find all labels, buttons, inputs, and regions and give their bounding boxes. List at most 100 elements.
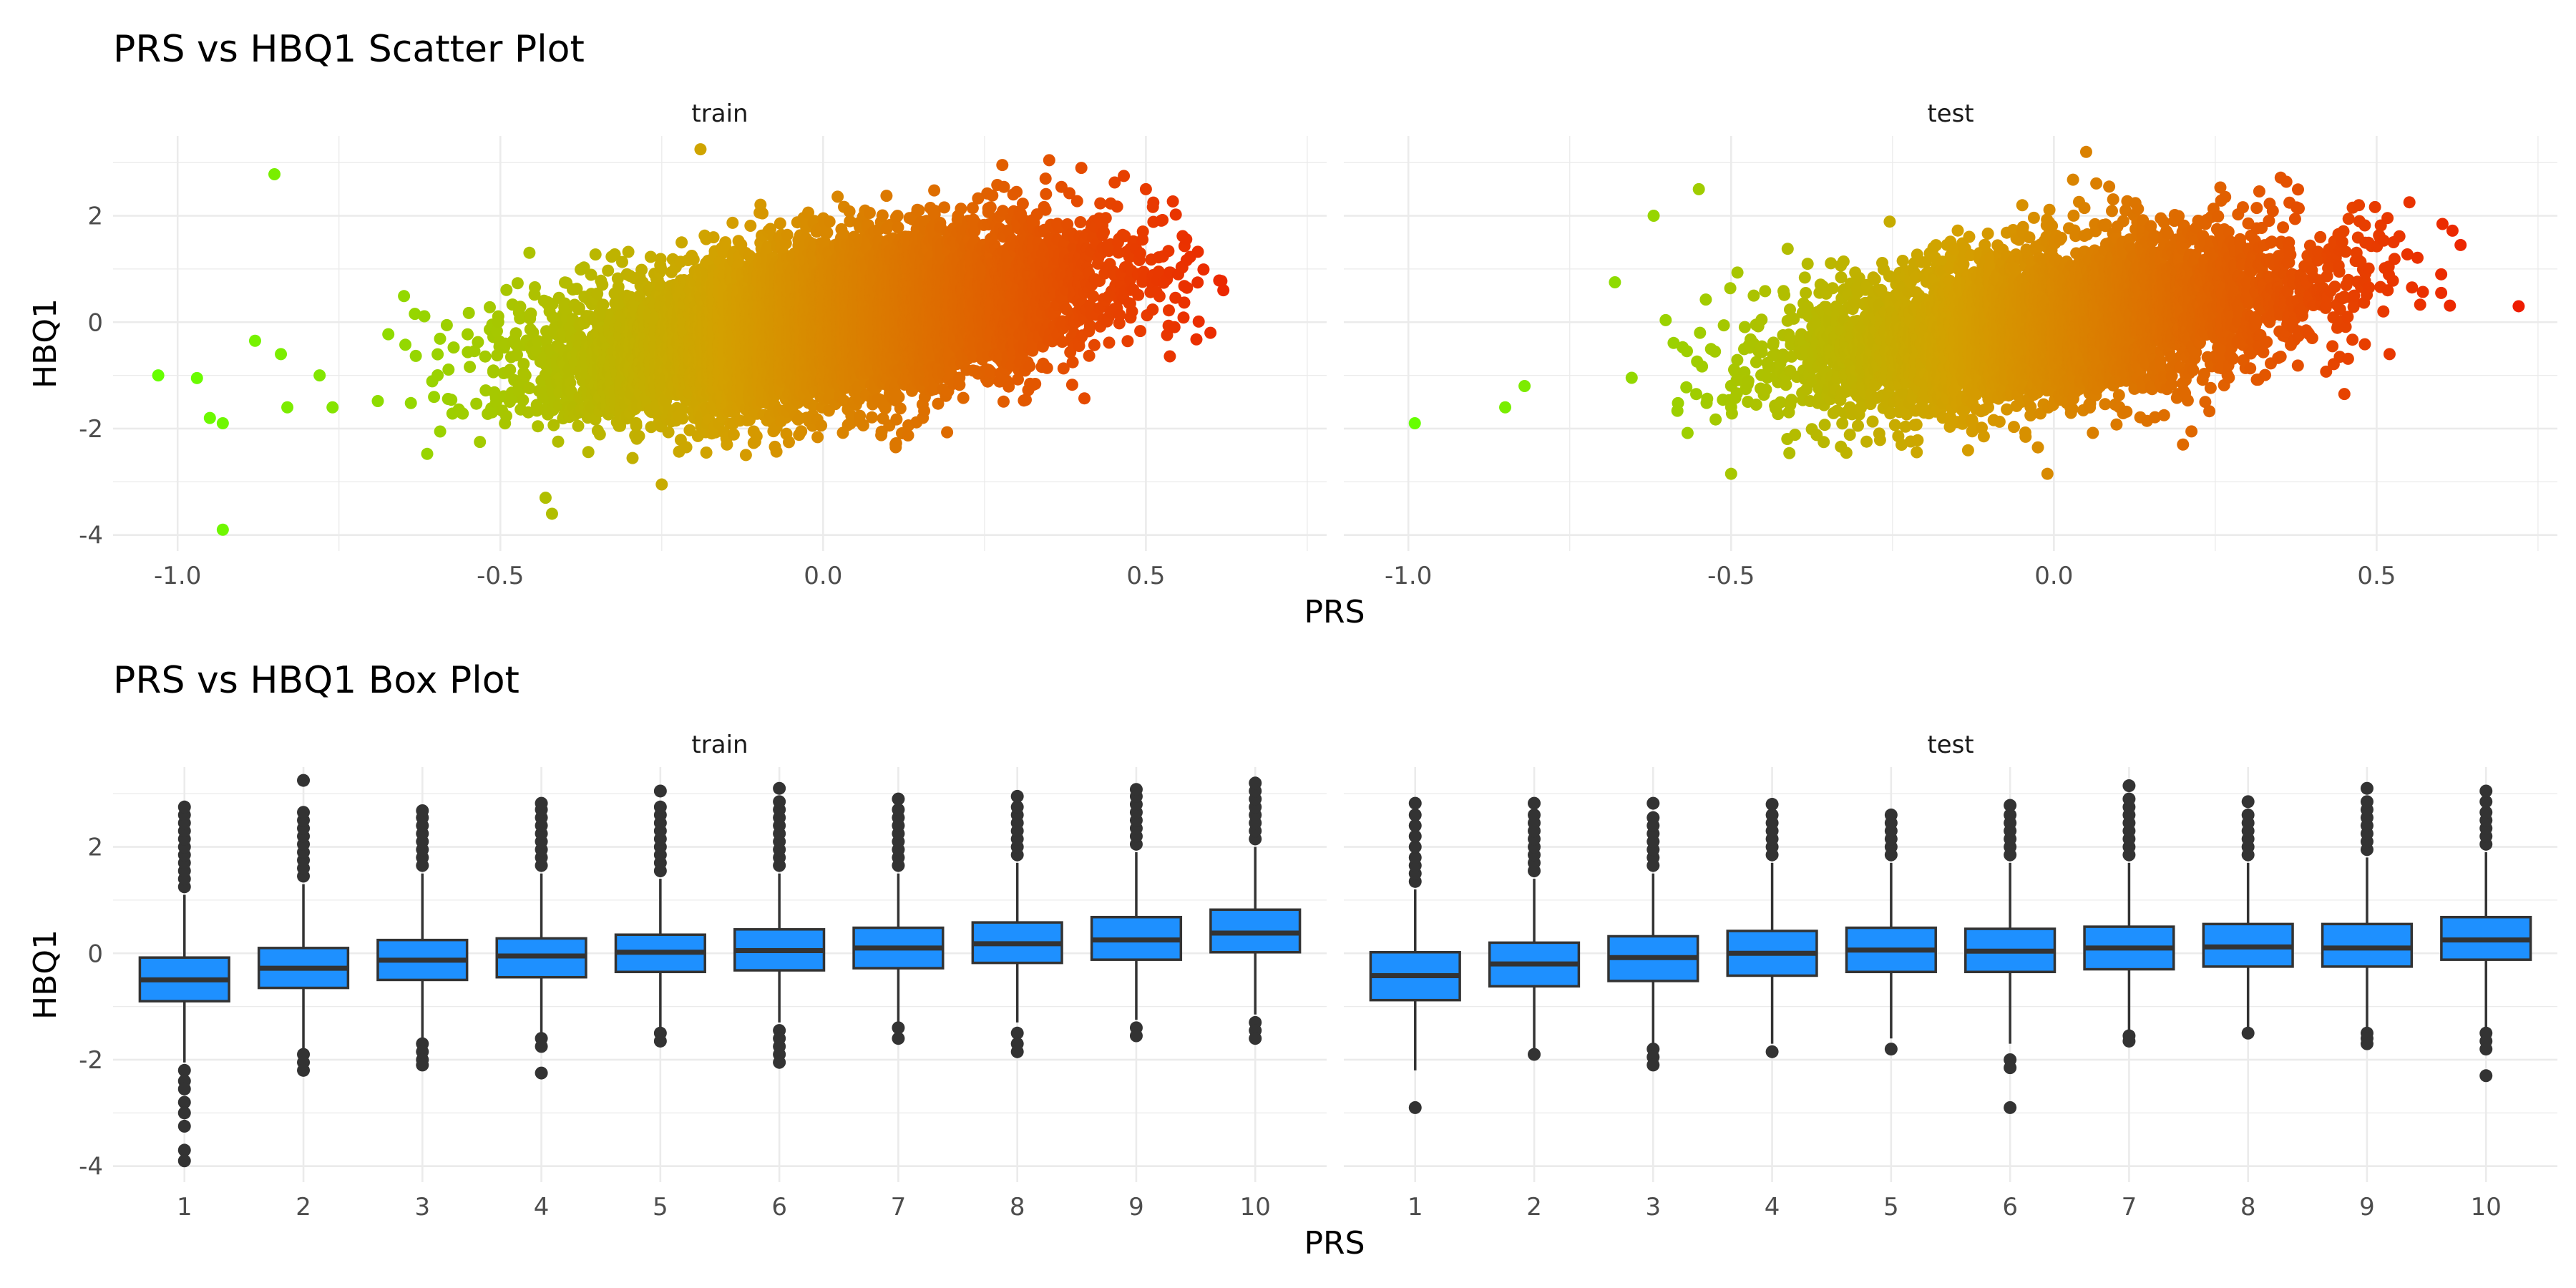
scatter-point <box>474 436 487 449</box>
scatter-point <box>572 419 585 432</box>
scatter-strip-test: test <box>1927 99 1974 128</box>
scatter-point <box>654 253 667 265</box>
scatter-point <box>431 348 444 361</box>
scatter-point <box>472 336 484 348</box>
scatter-point <box>811 431 824 444</box>
scatter-point <box>491 325 503 338</box>
scatter-point <box>519 369 532 382</box>
scatter-point <box>509 327 522 340</box>
scatter-point <box>815 419 828 432</box>
scatter-plot-title: PRS vs HBQ1 Scatter Plot <box>113 28 585 71</box>
scatter-point <box>662 426 675 439</box>
scatter-point <box>525 307 537 320</box>
scatter-point <box>382 328 395 341</box>
scatter-point <box>418 310 431 323</box>
scatter-point <box>462 306 475 319</box>
scatter-point <box>739 449 752 462</box>
scatter-point <box>633 430 645 442</box>
scatter-point <box>442 364 455 376</box>
scatter-point <box>428 391 441 404</box>
scatter-point <box>633 289 646 302</box>
scatter-point <box>547 419 560 431</box>
scatter-point <box>626 452 639 464</box>
scatter-point <box>821 226 834 239</box>
scatter-point <box>404 396 417 409</box>
scatter-point <box>440 318 453 331</box>
scatter-point <box>585 268 597 281</box>
scatter-point <box>602 264 615 277</box>
scatter-point <box>591 287 604 300</box>
scatter-point <box>644 250 657 263</box>
scatter-points <box>152 143 1230 536</box>
scatter-point <box>500 283 513 296</box>
scatter-point <box>635 263 648 276</box>
scatter-point <box>409 349 422 362</box>
scatter-point <box>511 277 524 290</box>
scatter-point <box>517 358 530 371</box>
y-tick-label: -4 <box>79 522 103 550</box>
scatter-point <box>399 338 411 351</box>
scatter-point <box>479 350 492 363</box>
scatter-point <box>770 445 783 458</box>
x-tick-label: -0.5 <box>477 562 524 590</box>
scatter-point <box>517 394 530 406</box>
scatter-point <box>593 428 606 441</box>
scatter-point <box>589 248 602 261</box>
scatter-point <box>570 283 583 296</box>
scatter-point <box>500 409 512 422</box>
y-tick-label: -2 <box>79 415 103 444</box>
scatter-point <box>431 369 444 381</box>
scatter-point <box>540 333 553 346</box>
scatter-point <box>608 248 621 260</box>
scatter-point <box>831 190 844 203</box>
scatter-point <box>676 412 689 425</box>
x-tick-label: 0.0 <box>804 562 842 590</box>
scatter-point <box>447 341 460 354</box>
scatter-point <box>434 332 447 345</box>
scatter-point <box>552 435 565 448</box>
scatter-point <box>823 215 836 228</box>
scatter-point <box>596 278 609 291</box>
scatter-point <box>457 407 469 420</box>
scatter-point <box>630 419 643 432</box>
scatter-point <box>795 425 808 438</box>
y-tick-label: 2 <box>87 203 103 231</box>
scatter-x-axis-title: PRS <box>1304 594 1365 630</box>
scatter-point <box>530 343 543 356</box>
scatter-point <box>398 290 411 303</box>
scatter-point <box>616 255 628 268</box>
scatter-point <box>756 207 769 220</box>
scatter-point <box>421 447 434 460</box>
x-tick-label: -1.0 <box>154 562 201 590</box>
scatter-point <box>707 231 720 244</box>
scatter-point <box>721 438 733 451</box>
scatter-point <box>687 253 700 266</box>
scatter-point <box>750 430 763 443</box>
scatter-plot-section: PRS vs HBQ1 Scatter Plot PRS HBQ1 train … <box>27 28 2557 630</box>
scatter-point <box>726 216 739 229</box>
scatter-strip-train: train <box>691 99 748 128</box>
x-tick-label: 0.5 <box>1126 562 1165 590</box>
scatter-point <box>675 236 688 249</box>
scatter-point <box>470 397 483 410</box>
scatter-point <box>462 328 474 341</box>
scatter-point <box>622 245 635 258</box>
scatter-point <box>523 246 536 259</box>
scatter-point <box>492 310 504 323</box>
scatter-point <box>486 406 499 419</box>
scatter-point <box>727 428 740 441</box>
scatter-point <box>774 217 786 230</box>
scatter-point <box>445 394 458 406</box>
scatter-point <box>655 262 667 275</box>
scatter-point <box>511 348 523 361</box>
scatter-point <box>572 301 585 314</box>
scatter-point <box>700 447 713 459</box>
scatter-panel-train: -1.0 -0.5 0.0 0.5-4-202 <box>79 136 1327 590</box>
scatter-point <box>582 446 595 459</box>
scatter-point <box>744 220 757 232</box>
scatter-point <box>434 425 447 438</box>
scatter-point <box>514 301 527 313</box>
scatter-point <box>514 310 527 323</box>
scatter-point <box>484 301 496 313</box>
scatter-point <box>504 364 517 376</box>
